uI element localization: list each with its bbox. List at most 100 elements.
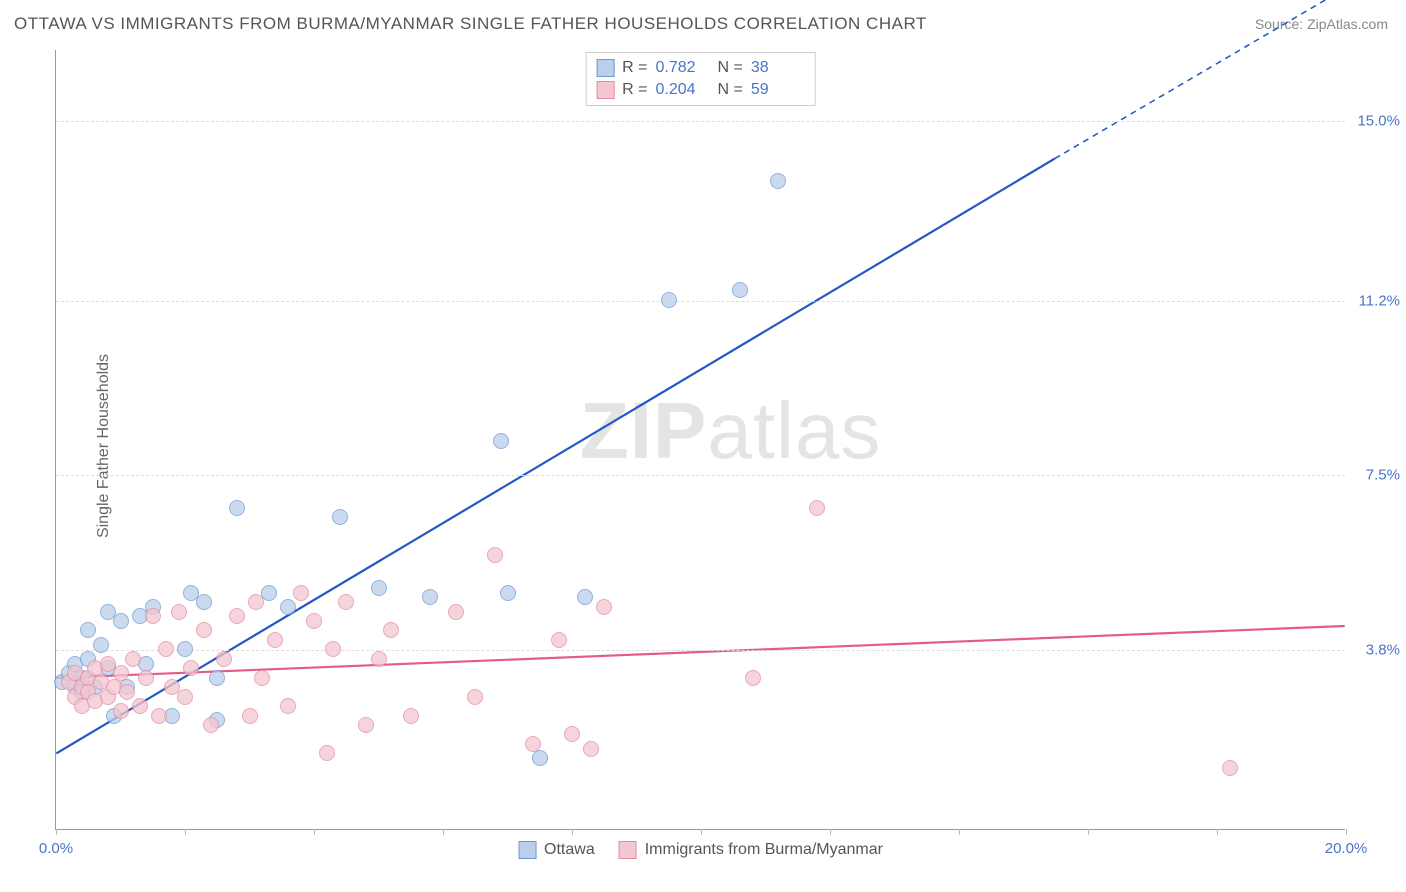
- data-point: [732, 282, 748, 298]
- stat-r-label: R =: [622, 59, 647, 77]
- data-point: [500, 585, 516, 601]
- data-point: [383, 622, 399, 638]
- data-point: [113, 703, 129, 719]
- legend-swatch: [596, 81, 614, 99]
- x-tick: [1088, 829, 1089, 835]
- data-point: [371, 651, 387, 667]
- data-point: [493, 433, 509, 449]
- data-point: [319, 745, 335, 761]
- legend-swatch: [518, 841, 536, 859]
- gridline-horizontal: [56, 301, 1345, 302]
- gridline-horizontal: [56, 650, 1345, 651]
- legend-item: Ottawa: [518, 841, 595, 859]
- stat-n-label: N =: [718, 81, 743, 99]
- data-point: [745, 670, 761, 686]
- data-point: [577, 589, 593, 605]
- data-point: [125, 651, 141, 667]
- data-point: [448, 604, 464, 620]
- data-point: [293, 585, 309, 601]
- data-point: [216, 651, 232, 667]
- data-point: [306, 613, 322, 629]
- data-point: [196, 594, 212, 610]
- data-point: [93, 637, 109, 653]
- data-point: [229, 608, 245, 624]
- data-point: [145, 608, 161, 624]
- data-point: [809, 500, 825, 516]
- data-point: [280, 599, 296, 615]
- data-point: [267, 632, 283, 648]
- data-point: [171, 604, 187, 620]
- data-point: [338, 594, 354, 610]
- stat-r-value: 0.782: [656, 59, 710, 77]
- data-point: [242, 708, 258, 724]
- data-point: [403, 708, 419, 724]
- data-point: [132, 698, 148, 714]
- legend-swatch: [596, 59, 614, 77]
- data-point: [177, 689, 193, 705]
- data-point: [551, 632, 567, 648]
- x-tick: [701, 829, 702, 835]
- data-point: [177, 641, 193, 657]
- data-point: [770, 173, 786, 189]
- y-tick-label: 11.2%: [1350, 292, 1400, 309]
- data-point: [325, 641, 341, 657]
- data-point: [158, 641, 174, 657]
- data-point: [596, 599, 612, 615]
- data-point: [254, 670, 270, 686]
- stats-legend-row: R = 0.782 N = 38: [596, 57, 805, 79]
- data-point: [1222, 760, 1238, 776]
- data-point: [532, 750, 548, 766]
- data-point: [564, 726, 580, 742]
- stat-n-value: 59: [751, 81, 805, 99]
- data-point: [80, 622, 96, 638]
- x-tick: [185, 829, 186, 835]
- data-point: [113, 665, 129, 681]
- data-point: [248, 594, 264, 610]
- series-legend: Ottawa Immigrants from Burma/Myanmar: [518, 841, 883, 859]
- stat-r-label: R =: [622, 81, 647, 99]
- data-point: [583, 741, 599, 757]
- data-point: [229, 500, 245, 516]
- legend-swatch: [619, 841, 637, 859]
- stats-legend-row: R =0.204N =59: [596, 79, 805, 101]
- x-tick: [959, 829, 960, 835]
- data-point: [422, 589, 438, 605]
- data-point: [371, 580, 387, 596]
- x-tick: [1217, 829, 1218, 835]
- x-tick-label: 20.0%: [1325, 840, 1368, 857]
- y-tick-label: 15.0%: [1350, 112, 1400, 129]
- chart-title: OTTAWA VS IMMIGRANTS FROM BURMA/MYANMAR …: [14, 14, 927, 34]
- data-point: [280, 698, 296, 714]
- data-point: [119, 684, 135, 700]
- legend-label: Ottawa: [544, 841, 595, 859]
- data-point: [196, 622, 212, 638]
- scatter-plot-area: ZIPatlas R =0.782N =38R =0.204N =59 Otta…: [55, 50, 1345, 830]
- x-tick-label: 0.0%: [39, 840, 73, 857]
- data-point: [525, 736, 541, 752]
- x-tick: [572, 829, 573, 835]
- stat-n-label: N =: [718, 59, 743, 77]
- legend-label: Immigrants from Burma/Myanmar: [645, 841, 883, 859]
- data-point: [661, 292, 677, 308]
- data-point: [358, 717, 374, 733]
- y-tick-label: 7.5%: [1350, 467, 1400, 484]
- x-tick: [1346, 829, 1347, 835]
- data-point: [203, 717, 219, 733]
- data-point: [113, 613, 129, 629]
- y-tick-label: 3.8%: [1350, 642, 1400, 659]
- trend-line: [56, 159, 1054, 754]
- x-tick: [443, 829, 444, 835]
- data-point: [209, 670, 225, 686]
- x-tick: [314, 829, 315, 835]
- data-point: [487, 547, 503, 563]
- data-point: [151, 708, 167, 724]
- gridline-horizontal: [56, 475, 1345, 476]
- data-point: [467, 689, 483, 705]
- data-point: [332, 509, 348, 525]
- data-point: [183, 660, 199, 676]
- stat-n-value: 38: [751, 59, 805, 77]
- legend-item: Immigrants from Burma/Myanmar: [619, 841, 883, 859]
- gridline-horizontal: [56, 121, 1345, 122]
- trend-line: [56, 626, 1344, 678]
- x-tick: [56, 829, 57, 835]
